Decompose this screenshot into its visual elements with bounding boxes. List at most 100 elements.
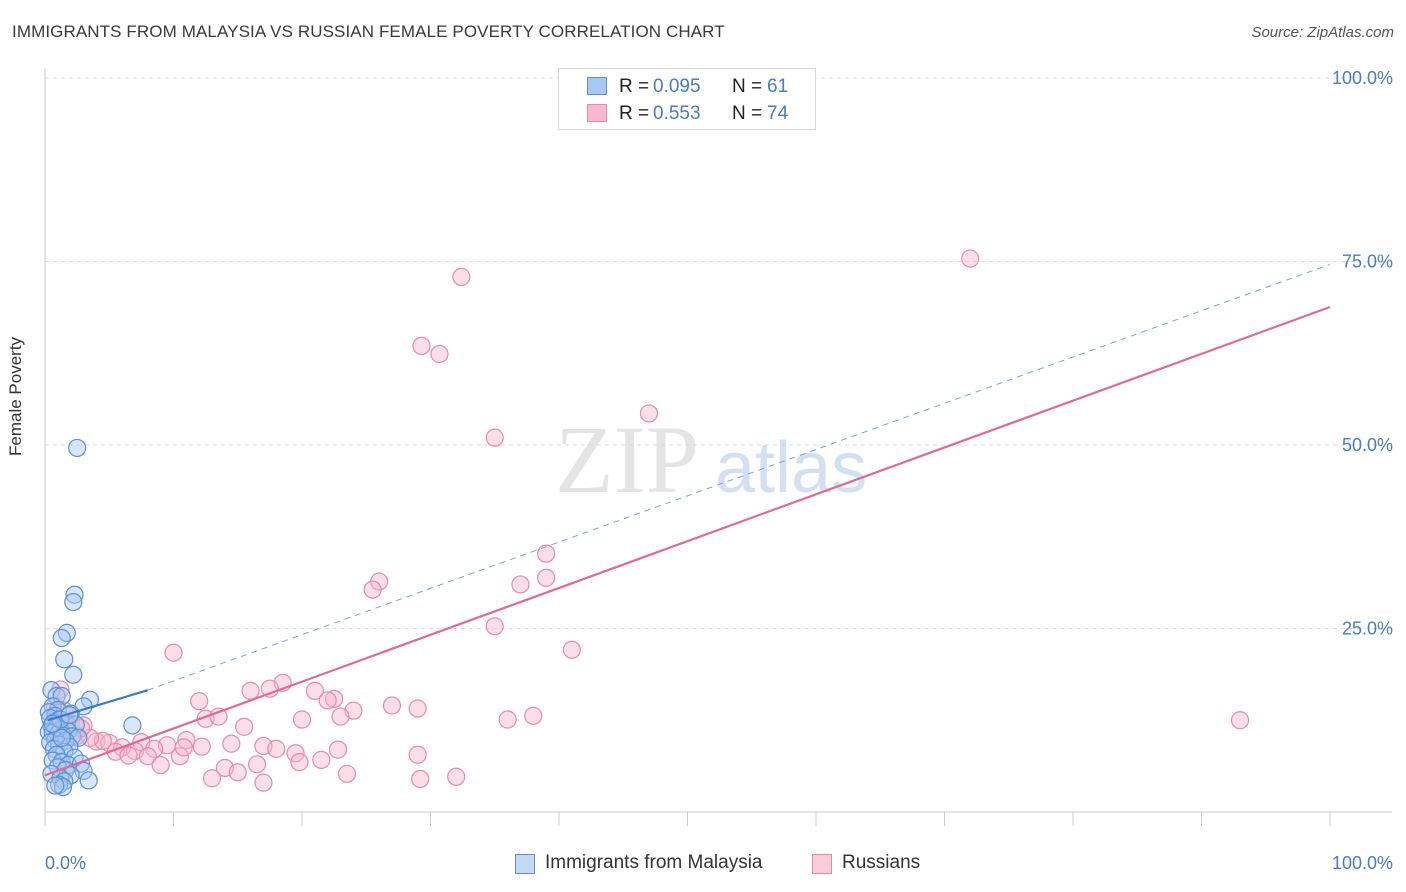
point-russians bbox=[290, 752, 309, 772]
point-malaysia bbox=[42, 681, 61, 700]
point-russians bbox=[411, 769, 430, 789]
point-russians bbox=[235, 717, 254, 736]
legend-swatch-pink bbox=[812, 854, 832, 874]
point-russians bbox=[408, 745, 427, 764]
watermark: ZIP atlas bbox=[555, 406, 867, 513]
point-russians bbox=[138, 747, 157, 766]
correlation-legend: R = 0.095 N = 61 R = 0.553 N = 74 bbox=[558, 68, 816, 130]
point-malaysia bbox=[79, 771, 98, 790]
point-russians bbox=[511, 575, 530, 594]
watermark-zip: ZIP bbox=[555, 406, 699, 513]
point-russians bbox=[312, 750, 331, 769]
point-russians bbox=[337, 764, 357, 783]
point-malaysia bbox=[71, 754, 91, 773]
point-russians bbox=[524, 706, 543, 725]
point-russians bbox=[318, 691, 337, 710]
point-malaysia bbox=[55, 650, 74, 669]
point-russians bbox=[412, 336, 431, 356]
point-russians bbox=[305, 681, 324, 700]
legend-swatch-pink bbox=[587, 104, 607, 122]
point-malaysia bbox=[46, 776, 65, 795]
point-russians bbox=[639, 404, 659, 423]
trend-lines bbox=[44, 263, 1331, 777]
x-tick-label-start: 0.0% bbox=[45, 853, 86, 873]
point-malaysia bbox=[68, 438, 87, 458]
point-malaysia bbox=[52, 686, 71, 706]
point-russians bbox=[331, 707, 350, 726]
point-russians bbox=[537, 568, 556, 587]
point-russians bbox=[363, 580, 382, 599]
legend-r-value: 0.553 bbox=[653, 103, 701, 124]
y-tick-label: 100.0% bbox=[1332, 68, 1393, 88]
point-malaysia bbox=[64, 592, 83, 612]
point-russians bbox=[562, 640, 581, 659]
point-russians bbox=[202, 769, 222, 788]
legend-r-value: 0.095 bbox=[653, 76, 701, 97]
point-malaysia bbox=[52, 728, 71, 747]
point-malaysia bbox=[65, 585, 84, 604]
point-russians bbox=[164, 643, 183, 662]
point-russians bbox=[151, 755, 170, 775]
series-malaysia-points bbox=[39, 438, 142, 797]
point-russians bbox=[961, 249, 980, 268]
point-russians bbox=[452, 267, 471, 287]
point-russians bbox=[325, 689, 344, 709]
point-russians bbox=[190, 692, 209, 711]
point-russians bbox=[430, 344, 449, 364]
point-russians bbox=[192, 737, 211, 756]
point-russians bbox=[228, 763, 247, 782]
point-russians bbox=[292, 710, 312, 729]
source-label: Source: ZipAtlas.com bbox=[1251, 24, 1394, 41]
y-tick-label: 75.0% bbox=[1342, 252, 1393, 272]
y-axis-label: Female Poverty bbox=[6, 336, 25, 456]
chart-title: IMMIGRANTS FROM MALAYSIA VS RUSSIAN FEMA… bbox=[12, 22, 725, 41]
point-russians bbox=[241, 681, 260, 700]
point-malaysia bbox=[52, 628, 71, 648]
point-malaysia bbox=[57, 623, 76, 643]
tick-labels: 25.0% 50.0% 75.0% 100.0% 0.0% 100.0% bbox=[45, 68, 1393, 873]
point-russians bbox=[209, 707, 228, 726]
axes bbox=[44, 68, 1392, 826]
point-russians bbox=[485, 617, 504, 636]
y-tick-label: 50.0% bbox=[1342, 435, 1393, 455]
point-russians bbox=[247, 755, 267, 774]
trend-line-malaysia-extension bbox=[147, 263, 1331, 691]
point-russians bbox=[254, 773, 273, 792]
series-legend: Immigrants from Malaysia Russians bbox=[0, 852, 1406, 878]
point-russians bbox=[286, 744, 305, 763]
trend-line-malaysia bbox=[47, 689, 149, 722]
point-russians bbox=[447, 767, 466, 786]
legend-r-label: R = bbox=[619, 103, 650, 124]
point-russians bbox=[267, 739, 286, 758]
point-russians bbox=[328, 740, 348, 759]
point-russians bbox=[537, 544, 556, 563]
point-russians bbox=[177, 730, 196, 750]
point-russians bbox=[145, 739, 164, 758]
legend-n-value: 61 bbox=[767, 76, 789, 97]
point-malaysia bbox=[123, 716, 142, 735]
x-tick-label-end: 100.0% bbox=[1332, 853, 1393, 873]
point-russians bbox=[1230, 711, 1250, 730]
point-malaysia bbox=[64, 665, 83, 684]
point-malaysia bbox=[47, 686, 66, 706]
point-russians bbox=[382, 696, 402, 715]
point-malaysia bbox=[53, 777, 73, 797]
watermark-atlas: atlas bbox=[715, 428, 867, 508]
point-russians bbox=[485, 428, 504, 447]
legend-swatch-blue bbox=[515, 854, 535, 874]
legend-swatch-blue bbox=[587, 77, 607, 95]
y-tick-label: 25.0% bbox=[1342, 619, 1393, 639]
grid-lines bbox=[45, 77, 1392, 629]
legend-r-label: R = bbox=[619, 76, 650, 97]
legend-n-value: 74 bbox=[767, 103, 789, 124]
legend-label-russians: Russians bbox=[842, 852, 921, 873]
point-russians bbox=[170, 747, 190, 766]
point-russians bbox=[222, 734, 241, 753]
legend-n-label: N = bbox=[732, 103, 763, 124]
point-russians bbox=[498, 710, 517, 729]
trend-line-russians bbox=[44, 305, 1331, 777]
point-russians bbox=[408, 699, 427, 718]
legend-label-malaysia: Immigrants from Malaysia bbox=[545, 852, 763, 873]
point-russians bbox=[119, 746, 138, 765]
